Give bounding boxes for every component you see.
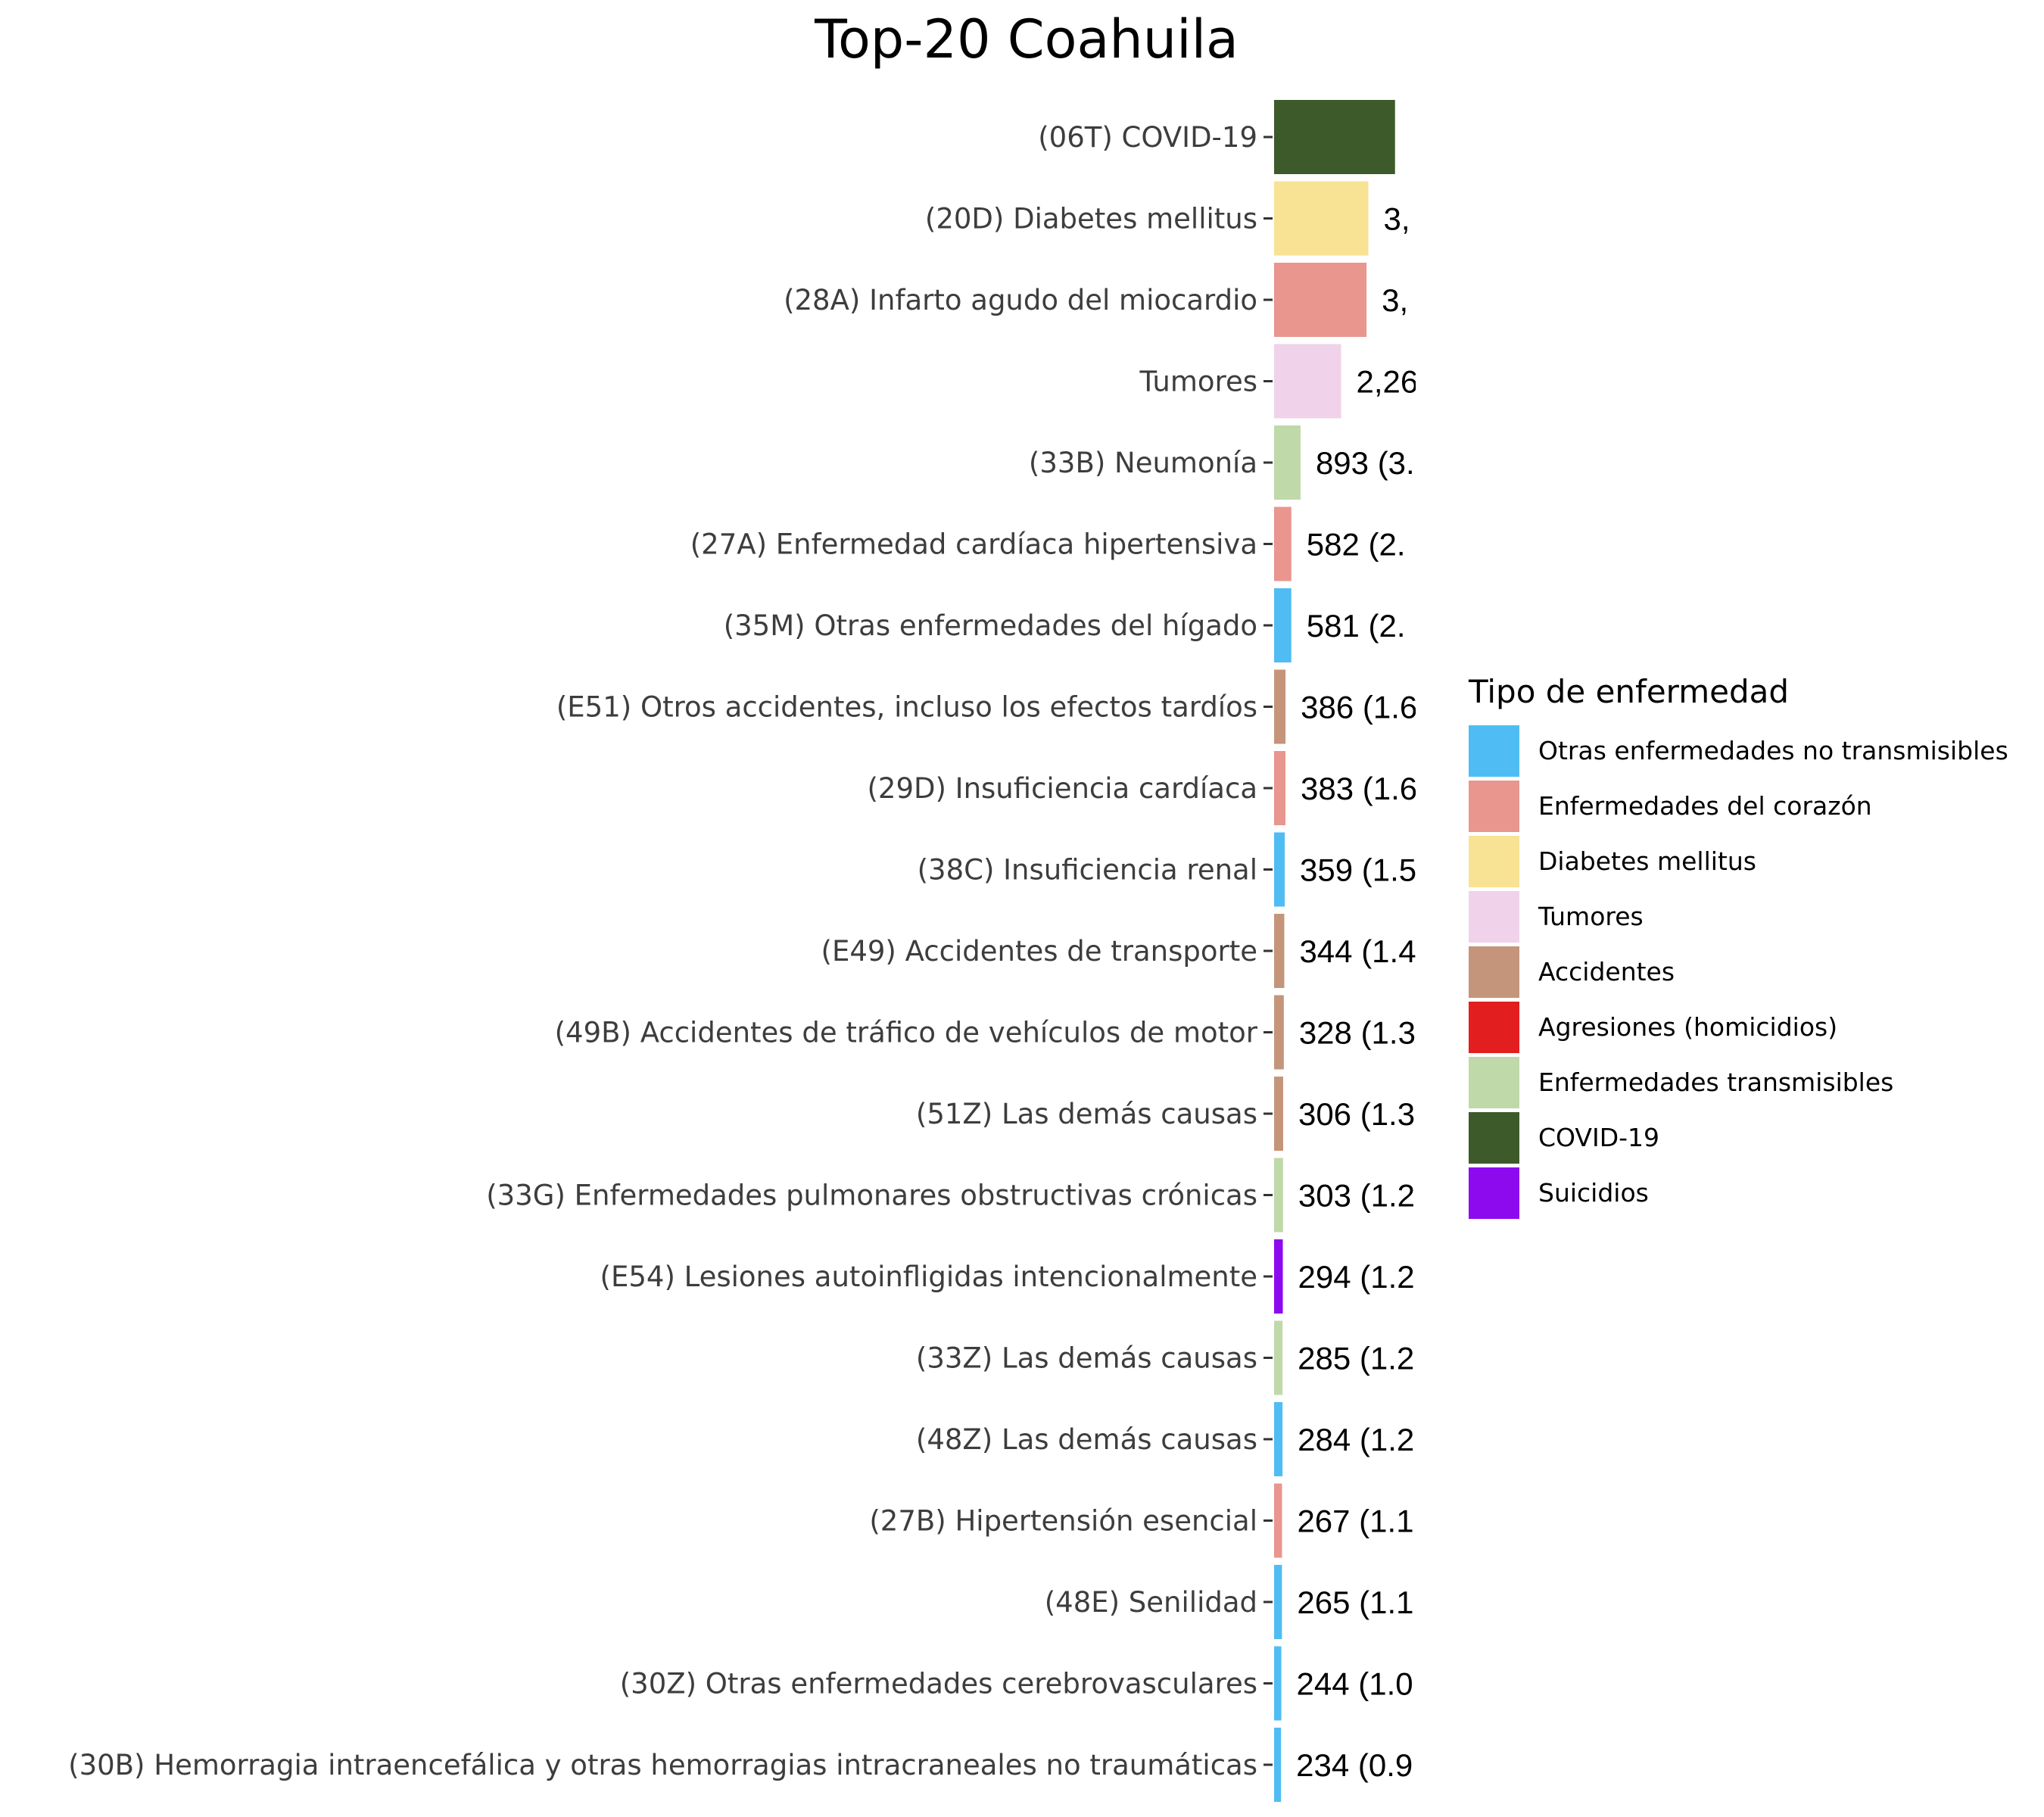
legend: Tipo de enfermedad Otras enfermedades no… <box>1468 673 2008 1219</box>
data-label: 285 (1.2 <box>1298 1341 1414 1376</box>
bar <box>1274 914 1285 988</box>
legend-swatch <box>1469 1167 1519 1219</box>
bar <box>1274 751 1285 825</box>
legend-swatch <box>1469 1057 1519 1108</box>
bar <box>1274 1646 1282 1721</box>
legend-title: Tipo de enfermedad <box>1468 673 1789 710</box>
bar <box>1274 1239 1283 1314</box>
category-tick-label: (30B) Hemorragia intraencefálica y otras… <box>68 1749 1257 1781</box>
legend-label: Enfermedades transmisibles <box>1538 1067 1893 1097</box>
bar <box>1274 669 1286 744</box>
data-label: 284 (1.2 <box>1298 1422 1414 1457</box>
category-tick-label: (33B) Neumonía <box>1029 447 1257 479</box>
category-tick-label: (27B) Hipertensión esencial <box>869 1505 1257 1538</box>
data-label: 267 (1.1 <box>1297 1504 1413 1539</box>
category-tick-label: (49B) Accidentes de tráfico de vehículos… <box>555 1017 1258 1049</box>
category-tick-label: (33Z) Las demás causas <box>916 1342 1257 1375</box>
legend-label: Otras enfermedades no transmisibles <box>1538 736 2008 765</box>
legend-swatch <box>1469 781 1519 832</box>
legend-label: Agresiones (homicidios) <box>1538 1012 1837 1042</box>
legend-label: Suicidios <box>1538 1178 1649 1208</box>
bar <box>1274 1158 1283 1233</box>
data-label: 244 (1.0 <box>1297 1666 1413 1702</box>
bar <box>1274 263 1367 337</box>
data-label: 3, <box>1383 201 1410 237</box>
data-label: 234 (0.9 <box>1296 1747 1413 1783</box>
category-tick-label: (29D) Insuficiencia cardíaca <box>867 772 1257 805</box>
legend-swatch <box>1469 946 1519 998</box>
category-tick-label: Tumores <box>1139 366 1257 398</box>
bar <box>1274 1728 1282 1802</box>
data-label: 2,26 <box>1356 364 1418 400</box>
category-tick-label: (28A) Infarto agudo del miocardio <box>784 284 1257 316</box>
bar <box>1274 425 1301 500</box>
bar <box>1274 832 1285 907</box>
category-tick-label: (48E) Senilidad <box>1045 1586 1257 1619</box>
category-tick-label: (38C) Insuficiencia renal <box>918 854 1257 887</box>
data-label: 328 (1.3 <box>1299 1015 1416 1051</box>
data-label: 359 (1.5 <box>1300 852 1416 888</box>
data-label: 294 (1.2 <box>1298 1259 1415 1295</box>
legend-label: Enfermedades del corazón <box>1538 791 1872 821</box>
data-label: 303 (1.2 <box>1298 1178 1415 1214</box>
data-label: 581 (2. <box>1307 608 1406 644</box>
legend-swatch <box>1469 1002 1519 1053</box>
bar <box>1274 1320 1283 1395</box>
category-tick-label: (51Z) Las demás causas <box>916 1098 1257 1130</box>
data-label: 344 (1.4 <box>1299 933 1416 969</box>
legend-swatch <box>1469 836 1519 887</box>
bar <box>1274 100 1395 174</box>
data-label: 306 (1.3 <box>1298 1096 1415 1132</box>
chart-title: Top-20 Coahuila <box>814 8 1239 70</box>
category-tick-label: (E49) Accidentes de transporte <box>821 935 1257 968</box>
bar <box>1274 1565 1282 1639</box>
legend-swatch <box>1469 1112 1519 1164</box>
data-label: 386 (1.6 <box>1301 690 1417 725</box>
data-label: 582 (2. <box>1307 527 1406 563</box>
data-label: 383 (1.6 <box>1301 771 1417 806</box>
bar <box>1274 181 1369 256</box>
bars <box>1274 100 1395 1802</box>
legend-swatch <box>1469 725 1519 777</box>
legend-label: Tumores <box>1538 902 1644 931</box>
data-label: 3, <box>1382 282 1408 318</box>
category-tick-label: (20D) Diabetes mellitus <box>925 203 1257 235</box>
category-axis: (06T) COVID-19 (20D) Diabetes mellitus (28… <box>68 121 1273 1781</box>
data-labels: 3, 3, 2,26 893 (3. 582 (2. 581 (2. 386 (1.6 383… <box>1296 201 1418 1784</box>
bar <box>1274 344 1341 419</box>
legend-swatch <box>1469 891 1519 943</box>
category-tick-label: (30Z) Otras enfermedades cerebrovascular… <box>620 1668 1257 1700</box>
bar <box>1274 588 1292 662</box>
bar <box>1274 1483 1282 1558</box>
category-tick-label: (27A) Enfermedad cardíaca hipertensiva <box>690 528 1257 561</box>
data-label: 265 (1.1 <box>1297 1585 1413 1620</box>
bar <box>1274 1402 1283 1476</box>
bar <box>1274 1077 1283 1151</box>
legend-label: COVID-19 <box>1538 1123 1659 1152</box>
category-tick-label: (06T) COVID-19 <box>1038 121 1257 154</box>
data-label: 893 (3. <box>1316 445 1415 481</box>
legend-label: Accidentes <box>1538 957 1675 986</box>
bar <box>1274 506 1292 581</box>
category-tick-label: (E51) Otros accidentes, incluso los efec… <box>556 691 1257 724</box>
category-tick-label: (33G) Enfermedades pulmonares obstructiv… <box>486 1180 1257 1212</box>
category-tick-label: (35M) Otras enfermedades del hígado <box>724 609 1257 642</box>
bar <box>1274 995 1284 1070</box>
legend-label: Diabetes mellitus <box>1538 846 1756 876</box>
category-tick-label: (E54) Lesiones autoinfligidas intenciona… <box>600 1261 1257 1293</box>
category-tick-label: (48Z) Las demás causas <box>916 1423 1257 1456</box>
